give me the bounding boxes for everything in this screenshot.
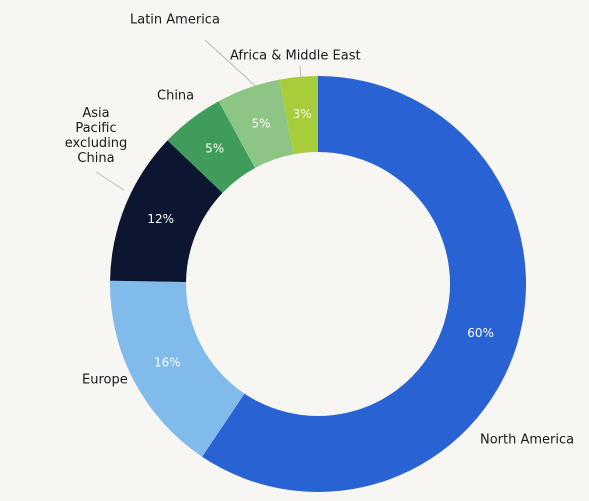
value-label: 16% <box>154 355 181 369</box>
category-label: Europe <box>82 373 128 388</box>
leader-line <box>95 171 125 191</box>
value-label: 5% <box>251 116 270 130</box>
donut-segment <box>110 280 245 457</box>
value-label: 60% <box>467 326 494 340</box>
category-label: North America <box>480 433 574 448</box>
donut-segment <box>202 76 526 492</box>
donut-segment <box>218 79 294 169</box>
category-label: Latin America <box>130 13 220 28</box>
value-label: 12% <box>147 212 174 226</box>
leader-line <box>204 39 263 93</box>
value-label: 3% <box>293 107 312 121</box>
value-label: 5% <box>205 141 224 155</box>
donut-segment <box>279 76 318 155</box>
category-label: China <box>157 89 194 104</box>
donut-segment <box>110 140 223 282</box>
category-label: Asia Pacific excluding China <box>65 106 128 166</box>
category-label: Africa & Middle East <box>230 49 361 64</box>
donut-segment <box>167 101 255 193</box>
